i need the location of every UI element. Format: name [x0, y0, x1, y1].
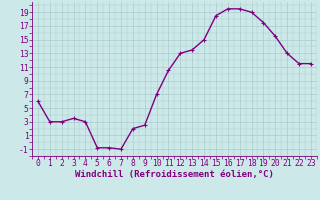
X-axis label: Windchill (Refroidissement éolien,°C): Windchill (Refroidissement éolien,°C) [75, 170, 274, 179]
